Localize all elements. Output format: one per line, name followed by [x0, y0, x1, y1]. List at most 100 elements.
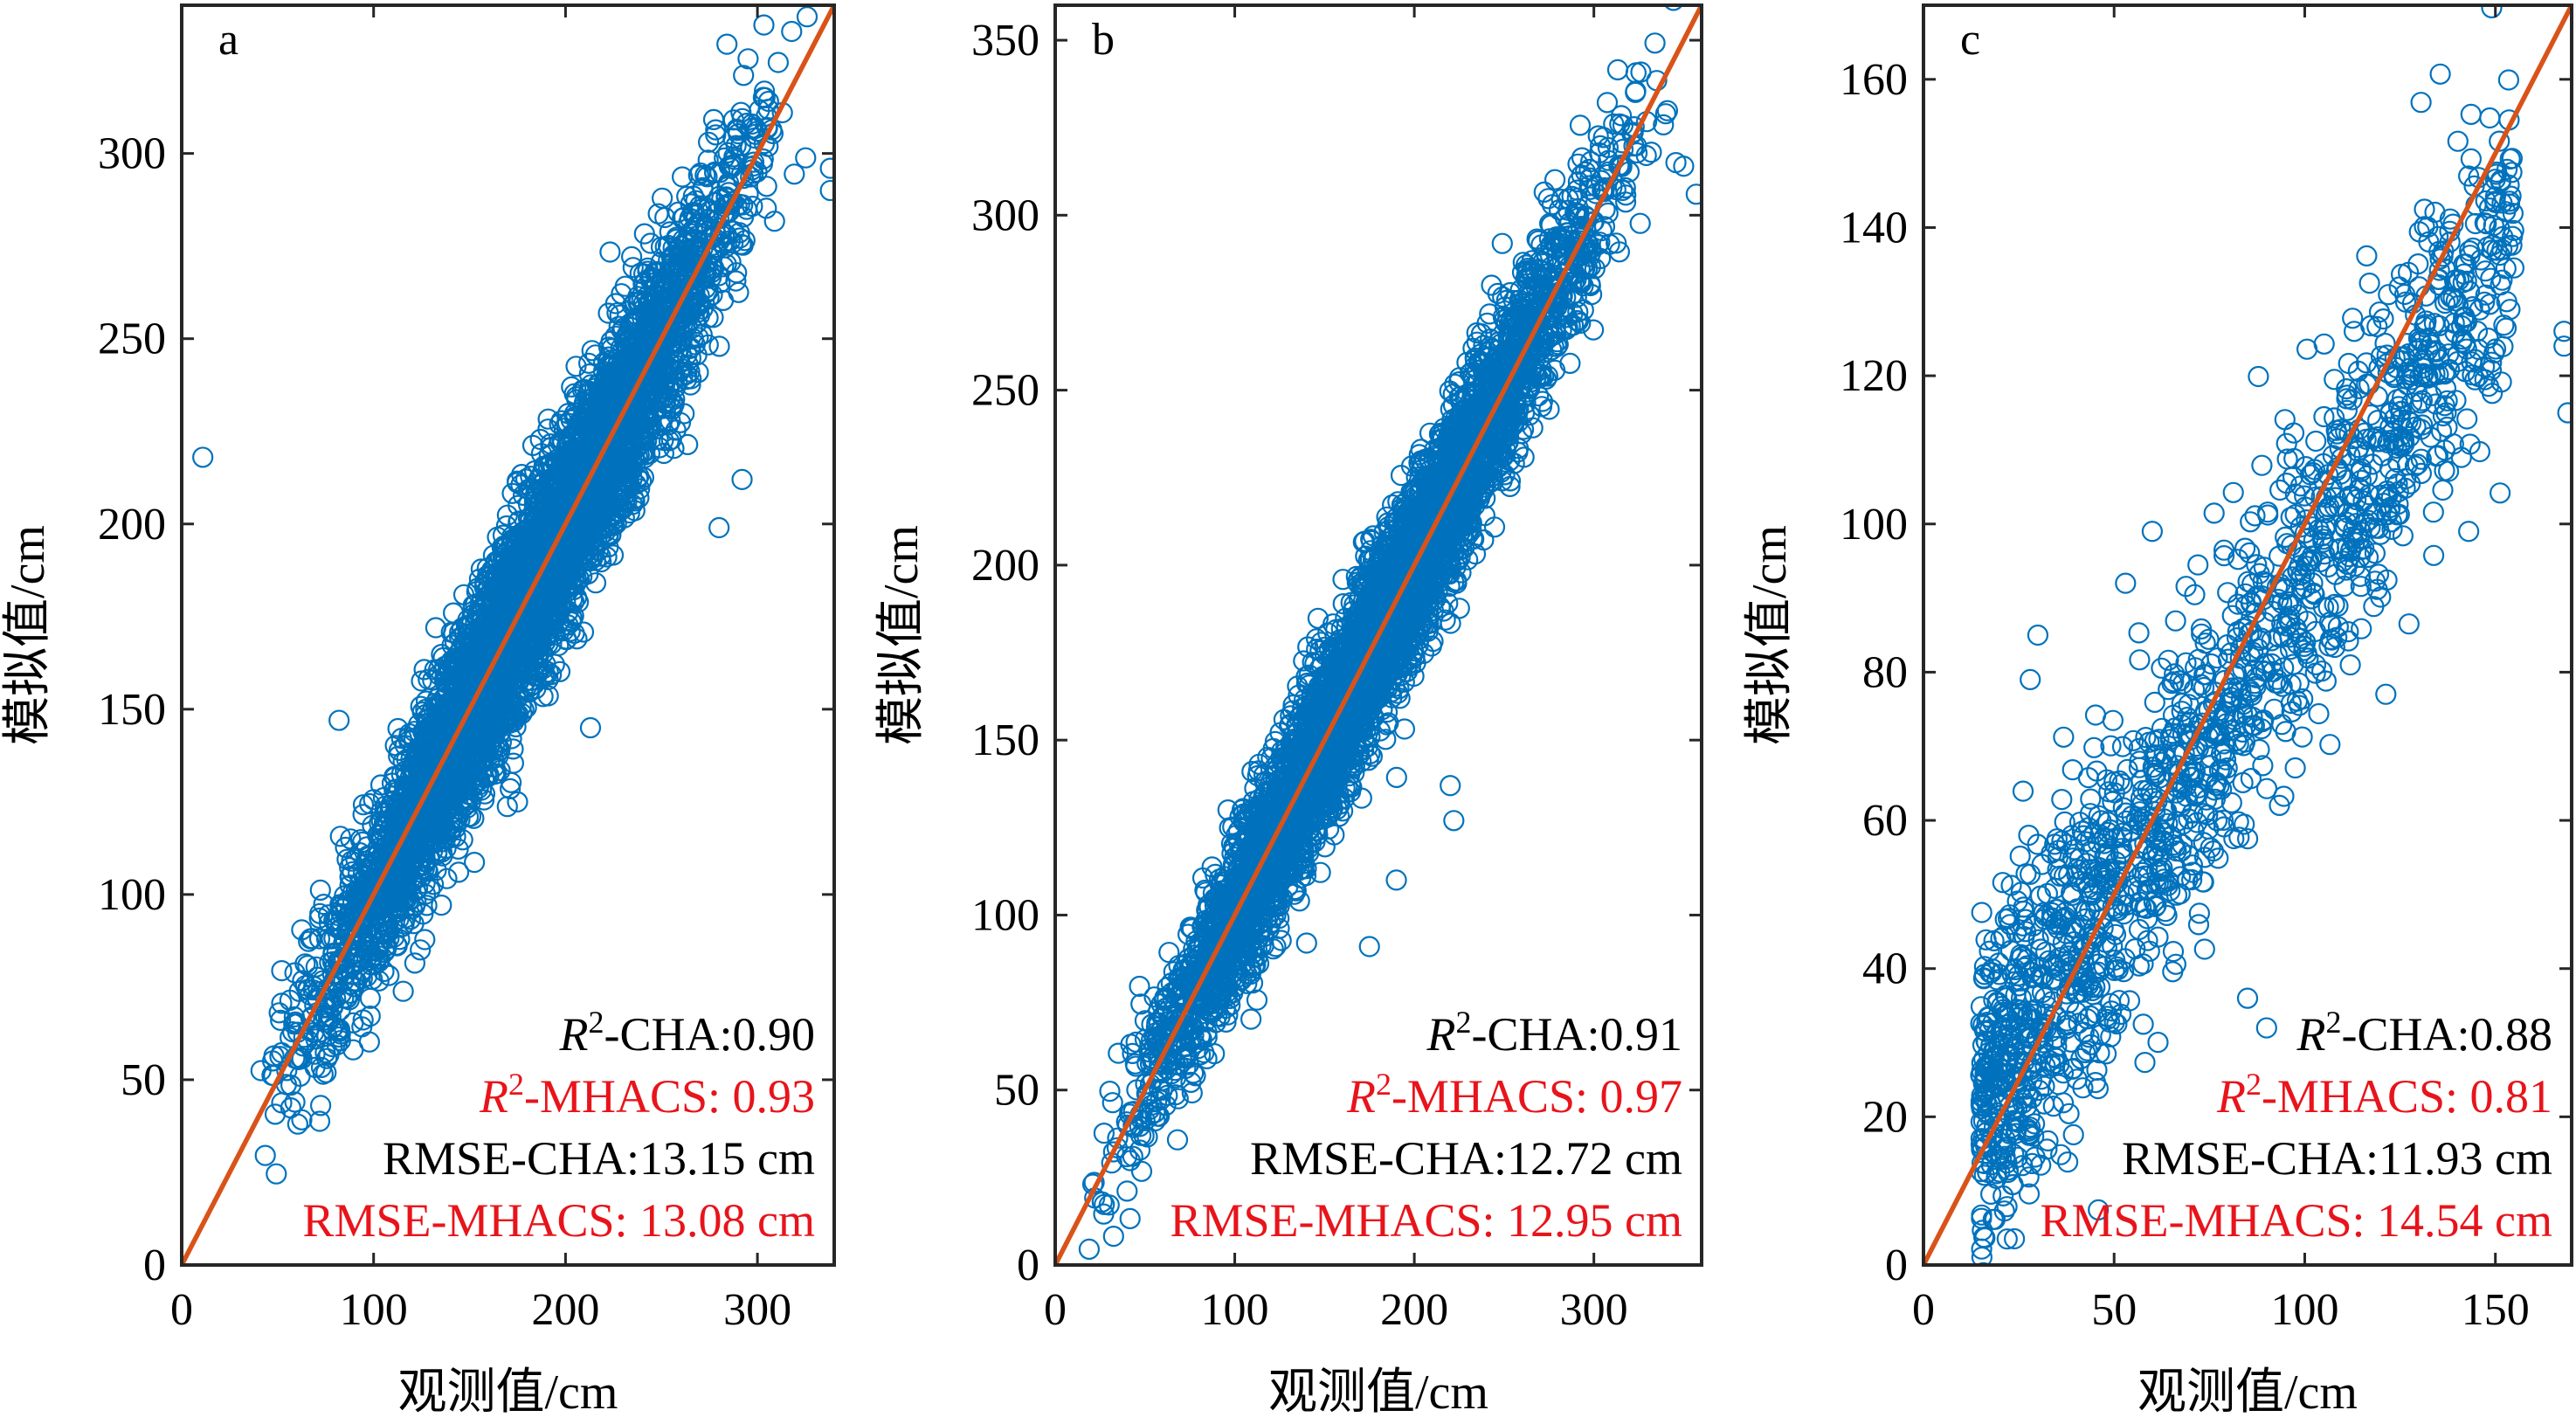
plot-area: [182, 5, 834, 1265]
scatter-point: [495, 555, 518, 577]
scatter-point: [349, 841, 371, 864]
scatter-point: [671, 166, 694, 188]
scatter-point: [250, 1060, 272, 1082]
scatter-point: [450, 762, 473, 784]
scatter-point: [413, 659, 435, 681]
panel-a: 0 100 200 300050100150200250300观测值/cm模拟值/cm…: [1, 3, 836, 1420]
scatter-point: [521, 603, 544, 625]
scatter-point: [500, 771, 522, 793]
scatter-point: [301, 928, 323, 950]
scatter-point: [656, 277, 678, 299]
scatter-point: [462, 595, 485, 617]
scatter-point: [308, 928, 331, 950]
scatter-point: [577, 352, 600, 374]
scatter-point: [703, 161, 726, 183]
scatter-point: [717, 142, 739, 163]
scatter-point: [643, 378, 665, 400]
scatter-point: [537, 408, 559, 430]
scatter-point: [411, 670, 432, 692]
scatter-point: [431, 894, 452, 916]
scatter-point: [677, 433, 699, 455]
scatter-point: [342, 1039, 364, 1061]
scatter-point: [489, 739, 511, 761]
scatter-point: [795, 147, 817, 169]
scatter-point: [622, 257, 644, 279]
scatter-point: [392, 980, 414, 1002]
scatter-point: [651, 187, 673, 209]
scatter-point: [658, 414, 680, 436]
scatter-point: [687, 164, 709, 186]
scatter-point: [672, 207, 694, 229]
scatter-point: [283, 1006, 305, 1028]
scatter-point: [409, 758, 431, 780]
scatter-point: [496, 796, 518, 818]
scatter-point: [644, 275, 666, 297]
scatter-point: [349, 829, 371, 851]
scatter-point: [328, 1026, 350, 1048]
scatter-point: [784, 163, 805, 185]
scatter-point: [624, 292, 646, 314]
scatter-point: [414, 929, 436, 950]
scatter-point: [394, 735, 416, 757]
scatter-point: [596, 546, 618, 568]
scatter-point: [356, 836, 378, 858]
scatter-point: [582, 412, 604, 434]
scatter-point: [399, 909, 421, 930]
scatter-point: [597, 336, 620, 358]
scatter-point: [384, 735, 406, 757]
scatter-point: [268, 1002, 290, 1024]
scatter-point: [335, 895, 357, 917]
scatter-point: [549, 660, 571, 682]
scatter-point: [708, 335, 730, 357]
scatter-point: [468, 568, 491, 591]
scatter-point: [621, 453, 643, 476]
scatter-point: [449, 808, 471, 831]
scatter-point: [388, 901, 410, 923]
scatter-point: [312, 1063, 334, 1085]
scatter-point: [484, 726, 506, 748]
scatter-point: [270, 1009, 292, 1032]
scatter-point: [658, 366, 680, 388]
scatter-point: [413, 758, 436, 780]
scatter-point: [271, 1092, 293, 1114]
scatter-point: [671, 328, 693, 350]
scatter-point: [697, 131, 720, 153]
scatter-point: [753, 14, 775, 36]
scatter-point: [304, 1056, 326, 1078]
scatter-point: [796, 6, 818, 28]
scatter-point: [660, 254, 682, 276]
scatter-point: [328, 950, 349, 971]
scatter-point: [722, 190, 743, 212]
scatter-point: [705, 119, 727, 141]
scatter-point: [614, 332, 636, 354]
scatter-point: [563, 622, 585, 645]
scatter-point: [266, 1163, 287, 1185]
scatter-point: [352, 794, 375, 816]
scatter-point: [473, 789, 495, 811]
scatter-point: [584, 550, 606, 571]
scatter-point: [705, 124, 727, 146]
scatter-point: [553, 619, 575, 642]
scatter-point: [680, 374, 701, 396]
scatter-point: [628, 466, 650, 487]
scatter-point: [412, 827, 434, 850]
scatter-point: [756, 197, 777, 219]
scatter-point: [368, 945, 390, 967]
scatter-point: [470, 779, 493, 801]
scatter-point: [752, 86, 775, 108]
scatter-point: [666, 259, 688, 281]
scatter-point: [537, 685, 559, 707]
scatter-point: [304, 1043, 326, 1065]
scatter-point: [597, 374, 619, 396]
scatter-point: [526, 483, 549, 505]
scatter-point: [447, 861, 470, 883]
scatter-point: [601, 384, 624, 405]
scatter-point: [505, 715, 527, 738]
scatter-point: [757, 90, 779, 113]
scatter-point: [633, 223, 655, 245]
scatter-point: [728, 281, 749, 303]
scatter-point: [404, 952, 425, 974]
scatter-point: [767, 52, 790, 73]
scatter-point: [284, 1091, 306, 1113]
